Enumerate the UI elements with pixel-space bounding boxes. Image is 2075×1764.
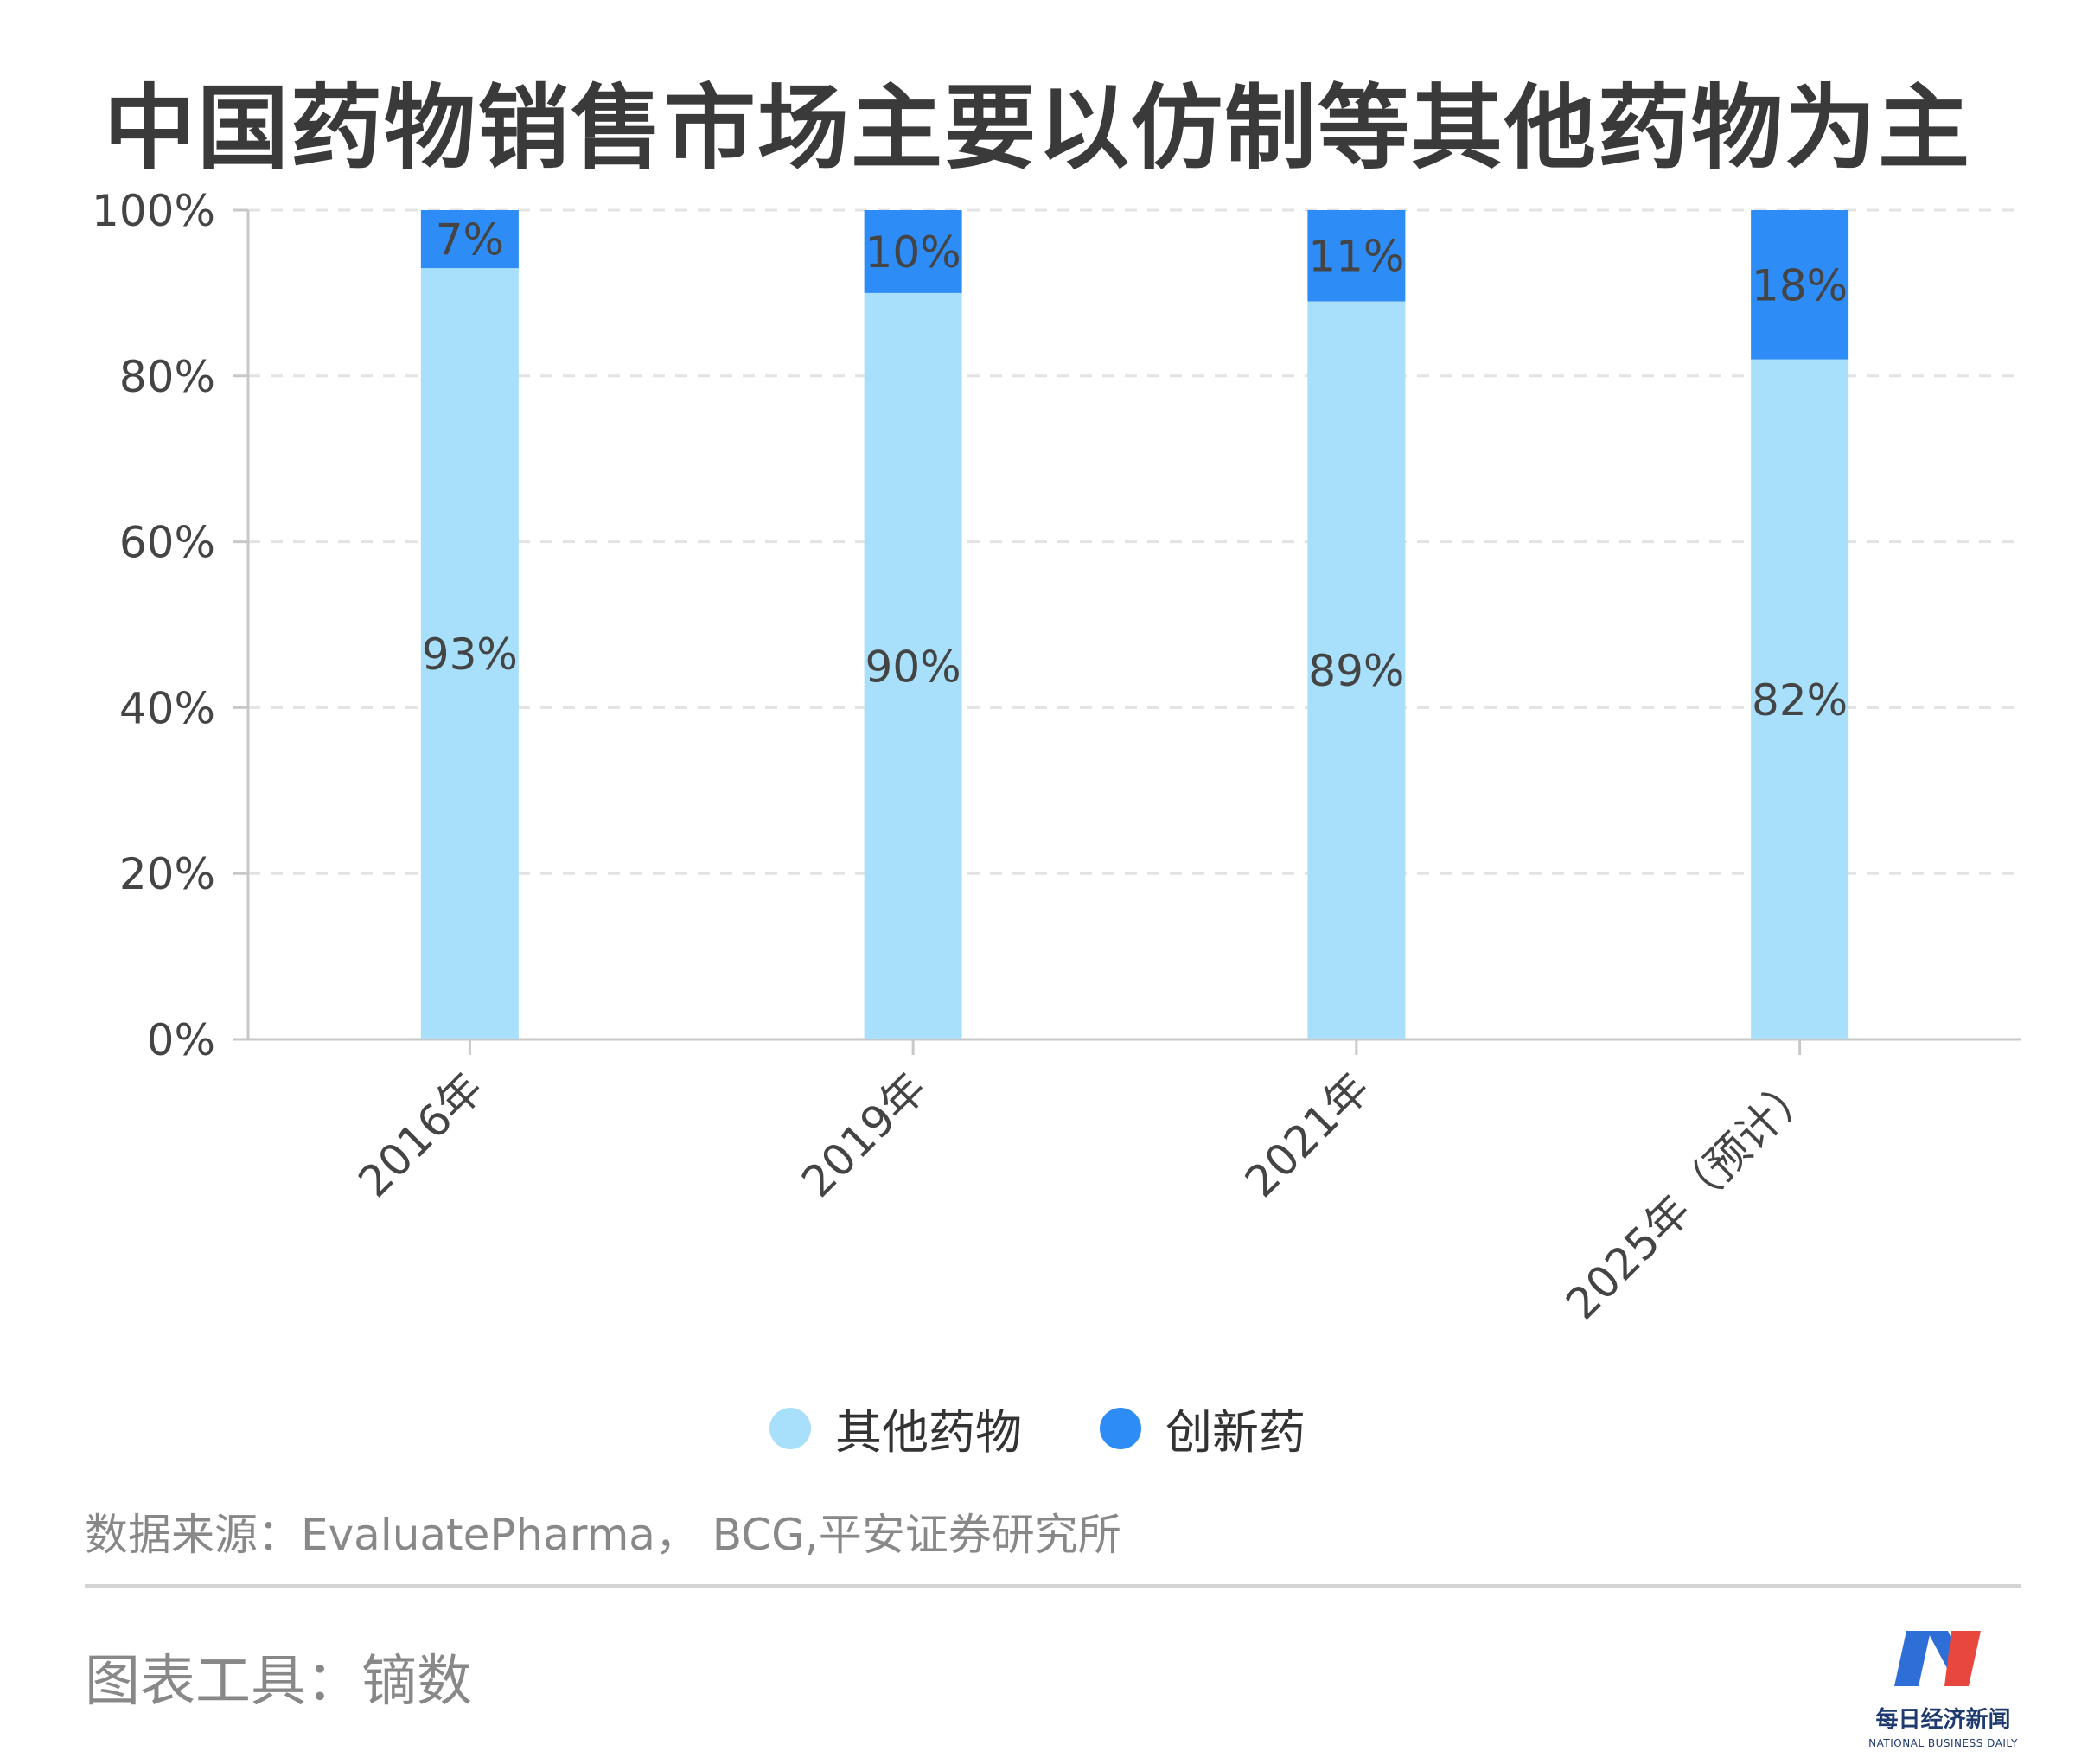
- data-label: 82%: [1752, 675, 1848, 725]
- data-label: 93%: [422, 630, 518, 680]
- x-tick-label: 2021年: [1235, 1063, 1379, 1206]
- y-tick-label: 20%: [119, 849, 215, 899]
- legend-item-innovative: 创新药: [1100, 1394, 1306, 1462]
- bar-innovative-drugs: [864, 210, 962, 293]
- data-label: 11%: [1308, 232, 1404, 282]
- x-tick-label: 2019年: [792, 1063, 935, 1206]
- y-tick-label: 80%: [119, 352, 215, 402]
- bar-innovative-drugs: [420, 210, 519, 269]
- bar-other-drugs: [420, 268, 519, 1039]
- chart-title: 中国药物销售市场主要以仿制等其他药物为主: [104, 75, 1971, 182]
- bar-innovative-drugs: [1751, 210, 1849, 360]
- bar-other-drugs: [864, 292, 962, 1039]
- legend-dot-innovative: [1100, 1407, 1141, 1449]
- brand-name: 每日经济新闻: [1875, 1707, 2011, 1733]
- brand-logo: 每日经济新闻 NATIONAL BUSINESS DAILY: [1855, 1624, 2032, 1749]
- legend-label-other: 其他药物: [835, 1405, 1022, 1460]
- bar-other-drugs: [1307, 301, 1406, 1039]
- legend: 其他药物 创新药: [0, 1394, 2075, 1462]
- brand-subtitle: NATIONAL BUSINESS DAILY: [1868, 1737, 2018, 1749]
- legend-dot-other: [769, 1407, 811, 1449]
- y-tick-label: 60%: [119, 518, 215, 568]
- bar-innovative-drugs: [1307, 210, 1406, 302]
- footer-divider: [85, 1584, 2021, 1588]
- data-label: 89%: [1308, 646, 1404, 696]
- y-tick-label: 0%: [147, 1015, 215, 1065]
- data-label: 10%: [865, 227, 961, 278]
- legend-item-other: 其他药物: [769, 1394, 1022, 1462]
- x-tick-label: 2025年（预计）: [1556, 1063, 1823, 1329]
- chart-tool-credit: 图表工具：镝数: [85, 1650, 472, 1714]
- data-label: 90%: [865, 642, 961, 692]
- data-source: 数据来源：EvaluatePharma， BCG,平安证券研究所: [85, 1510, 1121, 1560]
- y-tick-label: 40%: [119, 683, 215, 733]
- stacked-bar-chart: 0% 20% 40% 60% 80% 100% 93% 7% 2016年 90% 10% 2019年 8…: [92, 186, 2021, 1329]
- data-label: 7%: [436, 215, 504, 265]
- x-tick-label: 2016年: [349, 1063, 493, 1206]
- brand-logo-icon: [1894, 1631, 1981, 1686]
- legend-label-innovative: 创新药: [1165, 1405, 1306, 1460]
- data-label: 18%: [1752, 260, 1848, 310]
- bar-other-drugs: [1751, 359, 1849, 1039]
- y-tick-label: 100%: [92, 186, 215, 236]
